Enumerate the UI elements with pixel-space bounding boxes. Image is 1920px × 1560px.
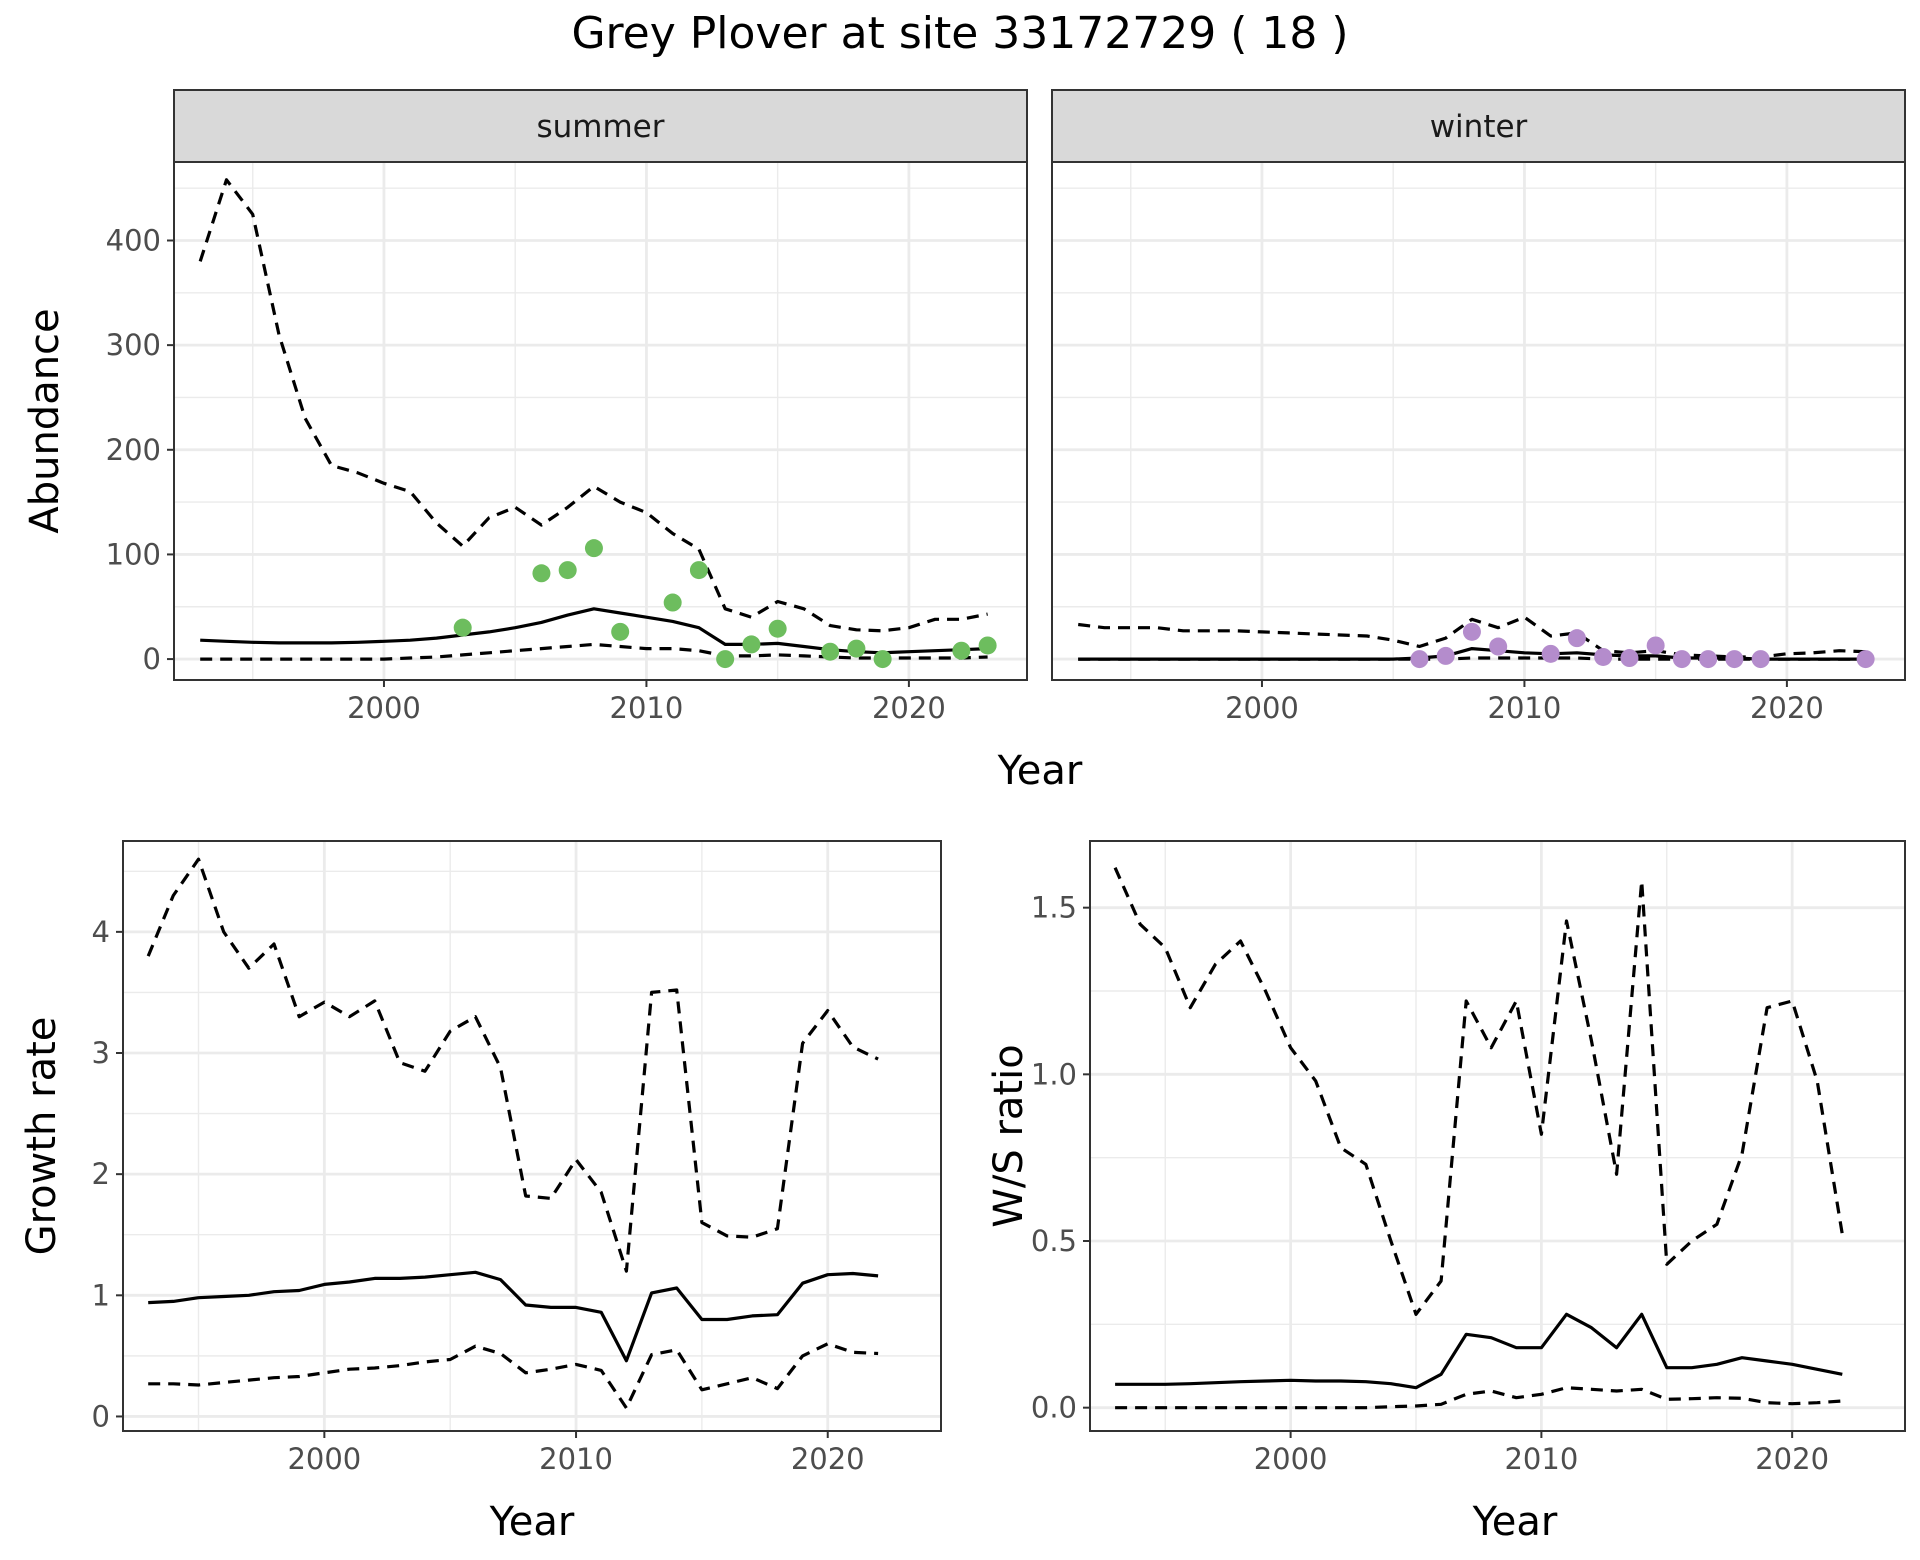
panel-border <box>1089 840 1906 1432</box>
y-tick-label: 0.5 <box>1031 1224 1077 1258</box>
x-tick-label: 2000 <box>287 1442 361 1476</box>
growth-x-axis-title: Year <box>489 1499 575 1545</box>
series-line-bound <box>1115 1386 1843 1410</box>
x-tick-label: 2020 <box>1750 691 1824 725</box>
abundance-y-axis-title: Abundance <box>22 308 68 533</box>
data-point <box>1646 636 1665 655</box>
data-point <box>689 561 708 580</box>
data-point <box>1699 650 1718 669</box>
panel-background <box>1090 841 1905 1431</box>
data-point <box>1594 647 1613 666</box>
facet-strip-label: summer <box>536 109 664 145</box>
data-point <box>584 539 603 558</box>
figure-title: Grey Plover at site 33172729 ( 18 ) <box>571 8 1348 59</box>
y-tick-label: 1 <box>92 1278 110 1312</box>
x-tick-label: 2020 <box>791 1442 865 1476</box>
panel-background <box>123 841 941 1431</box>
data-point <box>1567 629 1586 648</box>
panel-background <box>174 162 1027 680</box>
x-tick-label: 2010 <box>1504 1442 1578 1476</box>
data-point <box>873 650 892 669</box>
x-tick-label: 2000 <box>1225 691 1299 725</box>
x-tick-label: 2000 <box>347 691 421 725</box>
x-tick-label: 2010 <box>610 691 684 725</box>
data-point <box>978 636 997 655</box>
data-point <box>1410 650 1429 669</box>
x-tick-label: 2020 <box>872 691 946 725</box>
series-line-estimate <box>148 1270 879 1363</box>
series-line-bound <box>148 1342 879 1410</box>
series-line-bound <box>198 178 988 633</box>
ratio-x-axis-title: Year <box>1472 1499 1558 1545</box>
data-point <box>742 635 761 654</box>
y-tick-label: 4 <box>92 915 110 949</box>
y-tick-label: 1.0 <box>1031 1057 1077 1091</box>
data-point <box>558 561 577 580</box>
y-tick-label: 300 <box>106 328 161 362</box>
y-tick-label: 100 <box>106 537 161 571</box>
y-tick-label: 2 <box>92 1157 110 1191</box>
y-tick-label: 3 <box>92 1036 110 1070</box>
series-line-estimate <box>1115 1312 1843 1390</box>
data-point <box>663 593 682 612</box>
y-tick-label: 0.0 <box>1031 1391 1077 1425</box>
data-point <box>1620 649 1639 668</box>
data-point <box>1751 650 1770 669</box>
data-point <box>847 639 866 658</box>
data-point <box>1541 644 1560 663</box>
data-point <box>611 622 630 641</box>
panel-border <box>122 840 942 1432</box>
y-tick-label: 400 <box>106 223 161 257</box>
y-tick-label: 0 <box>143 642 161 676</box>
data-point <box>821 642 840 661</box>
growth-rate-panel: 0 1 2 3 4 2000 2010 2020 <box>92 840 942 1476</box>
series-line-bound <box>200 642 988 661</box>
facet-strip <box>173 89 1028 163</box>
x-tick-label: 2010 <box>539 1442 613 1476</box>
series-line-bound <box>1078 656 1866 661</box>
x-tick-label: 2010 <box>1488 691 1562 725</box>
data-point <box>768 619 787 638</box>
ws-ratio-panel: 0.0 0.5 1.0 1.5 2000 2010 2020 <box>1031 840 1906 1476</box>
data-point <box>1489 637 1508 656</box>
data-point <box>952 641 971 660</box>
y-tick-label: 0 <box>92 1399 110 1433</box>
data-point <box>1725 650 1744 669</box>
x-tick-label: 2000 <box>1254 1442 1328 1476</box>
growth-y-axis-title: Growth rate <box>19 1017 65 1256</box>
data-point <box>1856 650 1875 669</box>
ratio-y-axis-title: W/S ratio <box>986 1044 1032 1227</box>
x-tick-label: 2020 <box>1755 1442 1829 1476</box>
y-tick-label: 200 <box>106 433 161 467</box>
abundance-x-axis-title: Year <box>997 748 1083 794</box>
data-point <box>1672 650 1691 669</box>
series-line-bound <box>146 857 879 1273</box>
facet-strip-label: winter <box>1430 109 1528 145</box>
data-point <box>1462 622 1481 641</box>
data-point <box>1436 646 1455 665</box>
panel-background <box>1052 162 1905 680</box>
y-tick-label: 1.5 <box>1031 891 1077 925</box>
data-point <box>453 618 472 637</box>
data-point <box>532 564 551 583</box>
abundance-panel-summer: 0 100 200 300 400 2000 2010 2020 summer <box>106 89 1028 725</box>
facet-strip <box>1051 89 1906 163</box>
abundance-panel-winter: 2000 2010 2020 winter <box>1051 89 1906 725</box>
data-point <box>716 650 735 669</box>
